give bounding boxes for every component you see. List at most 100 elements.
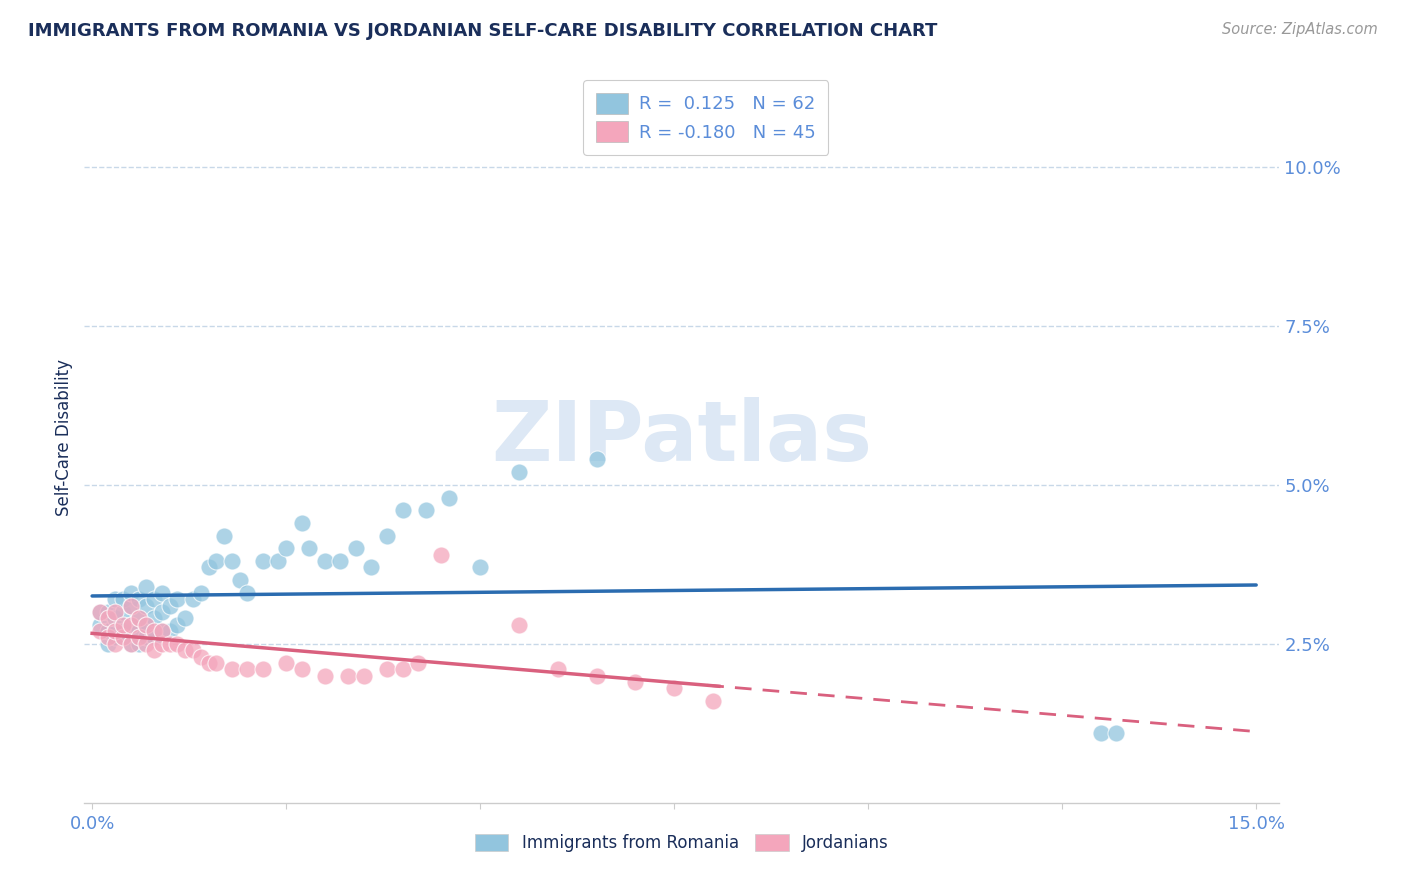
- Point: [89, 605, 111, 619]
- Point: [353, 668, 375, 682]
- Point: [181, 643, 204, 657]
- Point: [128, 611, 150, 625]
- Point: [159, 599, 181, 613]
- Point: [291, 662, 314, 676]
- Point: [702, 694, 724, 708]
- Point: [120, 637, 142, 651]
- Point: [166, 617, 188, 632]
- Point: [89, 605, 111, 619]
- Point: [1090, 726, 1112, 740]
- Point: [159, 624, 181, 638]
- Point: [197, 560, 219, 574]
- Point: [236, 586, 259, 600]
- Point: [174, 611, 197, 625]
- Point: [174, 643, 197, 657]
- Point: [314, 668, 336, 682]
- Point: [662, 681, 685, 696]
- Point: [112, 617, 135, 632]
- Point: [415, 503, 437, 517]
- Point: [298, 541, 321, 556]
- Point: [135, 599, 157, 613]
- Point: [135, 631, 157, 645]
- Point: [228, 573, 250, 587]
- Point: [166, 592, 188, 607]
- Point: [360, 560, 382, 574]
- Point: [97, 631, 120, 645]
- Point: [190, 649, 212, 664]
- Point: [120, 637, 142, 651]
- Point: [112, 605, 135, 619]
- Point: [159, 637, 181, 651]
- Point: [89, 617, 111, 632]
- Point: [252, 662, 274, 676]
- Point: [291, 516, 314, 530]
- Point: [276, 541, 298, 556]
- Point: [205, 554, 228, 568]
- Point: [104, 631, 127, 645]
- Text: Source: ZipAtlas.com: Source: ZipAtlas.com: [1222, 22, 1378, 37]
- Point: [337, 668, 360, 682]
- Point: [104, 637, 127, 651]
- Point: [150, 586, 173, 600]
- Point: [1105, 726, 1128, 740]
- Point: [252, 554, 274, 568]
- Point: [508, 617, 530, 632]
- Point: [150, 624, 173, 638]
- Point: [344, 541, 367, 556]
- Point: [143, 611, 166, 625]
- Point: [468, 560, 491, 574]
- Point: [375, 662, 398, 676]
- Point: [143, 624, 166, 638]
- Point: [97, 605, 120, 619]
- Point: [329, 554, 352, 568]
- Point: [391, 503, 413, 517]
- Point: [135, 617, 157, 632]
- Point: [128, 624, 150, 638]
- Point: [166, 637, 188, 651]
- Point: [585, 452, 607, 467]
- Point: [128, 592, 150, 607]
- Point: [104, 592, 127, 607]
- Point: [547, 662, 569, 676]
- Point: [89, 624, 111, 638]
- Point: [212, 529, 235, 543]
- Point: [143, 643, 166, 657]
- Y-axis label: Self-Care Disability: Self-Care Disability: [55, 359, 73, 516]
- Point: [143, 592, 166, 607]
- Point: [190, 586, 212, 600]
- Text: ZIPatlas: ZIPatlas: [492, 397, 872, 477]
- Point: [314, 554, 336, 568]
- Point: [112, 631, 135, 645]
- Point: [120, 617, 142, 632]
- Point: [104, 624, 127, 638]
- Point: [375, 529, 398, 543]
- Point: [112, 592, 135, 607]
- Point: [104, 605, 127, 619]
- Point: [150, 637, 173, 651]
- Point: [508, 465, 530, 479]
- Point: [128, 611, 150, 625]
- Text: IMMIGRANTS FROM ROMANIA VS JORDANIAN SELF-CARE DISABILITY CORRELATION CHART: IMMIGRANTS FROM ROMANIA VS JORDANIAN SEL…: [28, 22, 938, 40]
- Point: [143, 631, 166, 645]
- Point: [624, 675, 647, 690]
- Point: [221, 662, 243, 676]
- Point: [585, 668, 607, 682]
- Point: [120, 599, 142, 613]
- Point: [135, 580, 157, 594]
- Point: [104, 624, 127, 638]
- Point: [135, 617, 157, 632]
- Point: [236, 662, 259, 676]
- Point: [120, 599, 142, 613]
- Point: [128, 637, 150, 651]
- Point: [97, 637, 120, 651]
- Point: [112, 624, 135, 638]
- Point: [128, 631, 150, 645]
- Point: [267, 554, 290, 568]
- Point: [150, 605, 173, 619]
- Point: [197, 656, 219, 670]
- Point: [97, 611, 120, 625]
- Point: [112, 631, 135, 645]
- Point: [406, 656, 429, 670]
- Legend: Immigrants from Romania, Jordanians: Immigrants from Romania, Jordanians: [467, 825, 897, 860]
- Point: [437, 491, 460, 505]
